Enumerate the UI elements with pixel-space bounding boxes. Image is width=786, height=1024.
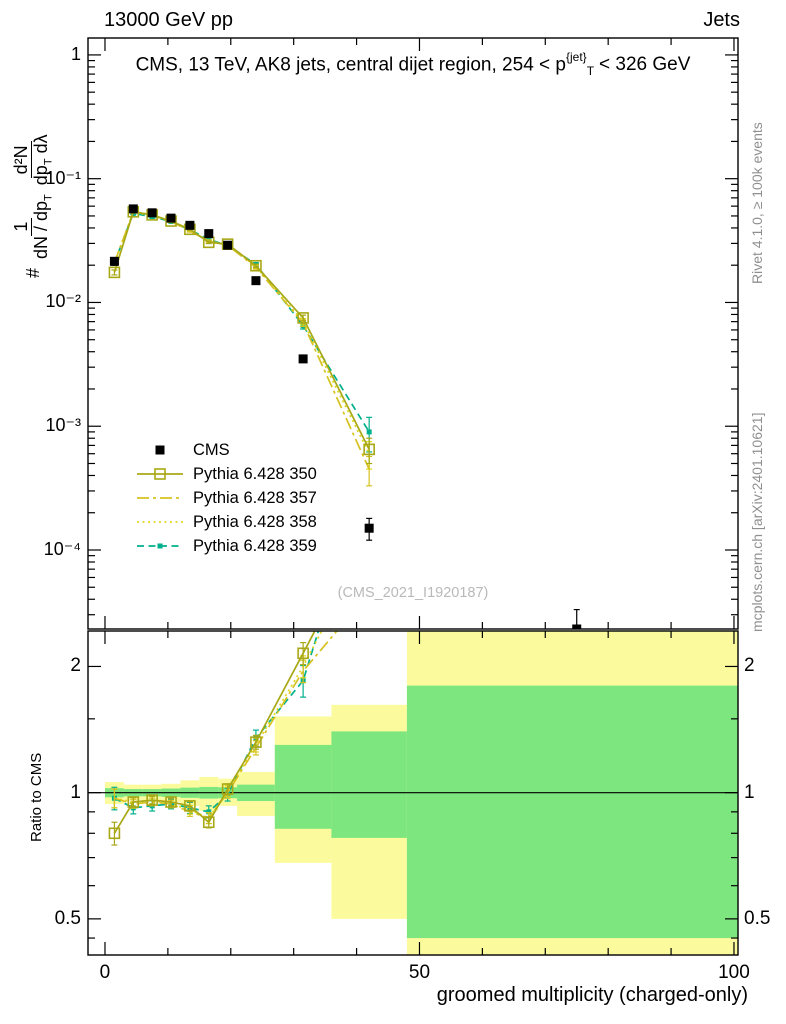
legend-item-label: Pythia 6.428 359 [193, 536, 317, 555]
legend-item-label: CMS [193, 440, 230, 459]
legend-item: Pythia 6.428 358 [136, 510, 317, 534]
legend-marker-square-filled-small [137, 543, 183, 549]
rivet-version-note: Rivet 4.1.0, ≥ 100k events [749, 122, 765, 284]
plot-title-sup: {jet} [565, 50, 587, 64]
legend-marker-line [137, 497, 183, 499]
main-frame [87, 37, 739, 630]
legend-marker-line [137, 521, 183, 523]
legend-marker-square-open [137, 468, 183, 480]
main-series [108, 204, 582, 629]
legend-item: Pythia 6.428 357 [136, 486, 317, 510]
analysis-group-label: Jets [703, 9, 740, 31]
legend-item: CMS [136, 438, 317, 462]
analysis-id-watermark: (CMS_2021_I1920187) [337, 585, 489, 601]
ylabel-fraction-2: d²N dpT dλ [11, 134, 56, 186]
plot-title: CMS, 13 TeV, AK8 jets, central dijet reg… [88, 50, 738, 79]
legend-item-label: Pythia 6.428 358 [193, 512, 317, 531]
plot-title-pre: CMS, 13 TeV, AK8 jets, central dijet reg… [135, 54, 566, 76]
legend-item: Pythia 6.428 350 [136, 462, 317, 486]
legend-marker-square-filled [155, 445, 165, 455]
plot-title-post: < 326 GeV [599, 54, 691, 76]
legend: CMS Pythia 6.428 350 Pythia 6.428 357 Pythi… [136, 438, 317, 558]
main-y-axis-label: # 1 dN / dpT d²N dpT dλ [11, 134, 56, 278]
legend-item-label: Pythia 6.428 350 [193, 464, 317, 483]
ylabel-fraction-1: 1 dN / dpT [11, 194, 56, 259]
ratio-y-axis-label: Ratio to CMS [28, 752, 45, 842]
legend-item-label: Pythia 6.428 357 [193, 488, 317, 507]
beam-energy-label: 13000 GeV pp [104, 9, 233, 31]
ylabel-prefix: # [23, 267, 44, 278]
legend-item: Pythia 6.428 359 [136, 534, 317, 558]
x-axis-title: groomed multiplicity (charged-only) [436, 984, 748, 1006]
mcplots-reference-note: mcplots.cern.ch [arXiv:2401.10621] [749, 412, 765, 632]
plot-title-sub: T [586, 64, 595, 79]
axis-ticks [88, 38, 738, 955]
ratio-series [108, 631, 338, 846]
